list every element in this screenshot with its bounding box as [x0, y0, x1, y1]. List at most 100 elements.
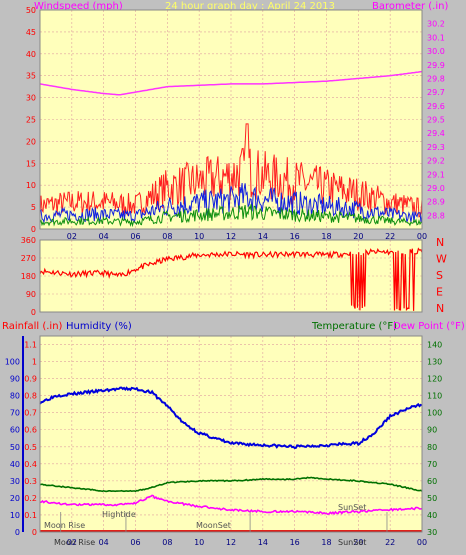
- barometer-ytick: 29.9: [427, 61, 445, 70]
- dewpoint-label: Dew Point (°F): [393, 321, 465, 332]
- temperature-ytick: 80: [427, 443, 437, 452]
- humidity-xtick: 04: [99, 538, 109, 547]
- temperature-ytick: 60: [427, 477, 437, 486]
- wind-ytick-left: 25: [26, 116, 36, 125]
- humidity-series: [39, 386, 423, 450]
- rain-ytick: 0.7: [24, 409, 37, 418]
- rain-ytick: 0: [32, 528, 37, 537]
- direction-ytick: 360: [21, 236, 36, 245]
- humidity-ytick: 0: [15, 528, 20, 537]
- hightide-annotation: Hightide: [102, 510, 136, 519]
- wind-xtick: 06: [130, 232, 140, 241]
- compass-letter: W: [436, 253, 447, 266]
- humidity-ytick: 20: [10, 494, 20, 503]
- rainfall-label: Rainfall (.in): [2, 321, 63, 332]
- wind-panel-axes: 0 5 10 15 20 25 30 35 40 45 50 28.8 28.9 29.0 29.1 29.2…: [26, 6, 445, 241]
- humidity-ytick: 80: [10, 392, 20, 401]
- temperature-ytick: 70: [427, 460, 437, 469]
- wind-ytick-left: 50: [26, 6, 36, 15]
- dewpoint-series: [39, 494, 423, 516]
- barometer-ytick: 29.6: [427, 102, 445, 111]
- humidity-xtick: 02: [67, 538, 77, 547]
- rain-ytick: 0.5: [24, 443, 37, 452]
- direction-series: [39, 247, 423, 312]
- rain-ytick: 0.3: [24, 477, 37, 486]
- barometer-ytick: 28.8: [427, 211, 445, 220]
- barometer-ytick: 29.8: [427, 74, 445, 83]
- barometer-ytick: 30.1: [427, 33, 445, 42]
- compass-letter: S: [436, 269, 443, 282]
- humidity-ytick: 100: [5, 358, 20, 367]
- humidity-xtick: 20: [353, 538, 363, 547]
- humidity-xtick: 12: [226, 538, 236, 547]
- humidity-ytick: 30: [10, 477, 20, 486]
- moonrise-bottom-annotation: Moon Rise: [54, 538, 95, 547]
- temperature-ytick: 50: [427, 494, 437, 503]
- wind-panel-frame: [39, 9, 423, 230]
- wind-xtick: 10: [194, 232, 204, 241]
- temperature-ytick: 30: [427, 528, 437, 537]
- rain-ytick: 0.8: [24, 392, 37, 401]
- wind-xtick: 18: [321, 232, 331, 241]
- humidity-xtick: 08: [162, 538, 172, 547]
- wind-ytick-left: 5: [31, 203, 36, 212]
- wind-xtick: 20: [353, 232, 363, 241]
- compass-letter: N: [436, 302, 444, 315]
- humidity-panel-series: [39, 386, 423, 533]
- wind-xtick: 00: [417, 232, 427, 241]
- direction-ytick: 180: [21, 272, 36, 281]
- temperature-ytick: 100: [427, 409, 442, 418]
- humidity-xtick: 10: [194, 538, 204, 547]
- wind-ytick-left: 40: [26, 50, 36, 59]
- barometer-ytick: 30.2: [427, 20, 445, 29]
- moonrise-top-annotation: Moon Rise: [44, 521, 85, 530]
- wind-ytick-left: 0: [31, 225, 36, 234]
- temperature-label: Temperature (°F): [311, 321, 397, 332]
- wind-xtick: 08: [162, 232, 172, 241]
- wind-min-series: [39, 204, 423, 228]
- wind-xtick: 22: [385, 232, 395, 241]
- rain-ytick: 1.1: [24, 341, 37, 350]
- temperature-ytick: 40: [427, 511, 437, 520]
- wind-speed-series: [39, 182, 423, 224]
- windspeed-label: Windspeed (mph): [34, 1, 123, 12]
- rain-ytick: 0.6: [24, 426, 37, 435]
- moonset-annotation: MoonSet: [196, 521, 231, 530]
- humidity-ytick: 60: [10, 426, 20, 435]
- direction-panel-frame: [39, 239, 423, 313]
- wind-panel-grid: [40, 9, 423, 230]
- temperature-ytick: 90: [427, 426, 437, 435]
- temperature-ytick: 130: [427, 358, 442, 367]
- humidity-ytick: 70: [10, 409, 20, 418]
- humidity-label: Humidity (%): [66, 321, 132, 332]
- temperature-series: [39, 476, 423, 493]
- rain-ytick: 0.2: [24, 494, 37, 503]
- barometer-label: Barometer (.in): [372, 1, 448, 12]
- sunset-annotation: SunSet: [338, 503, 366, 512]
- wind-ytick-left: 30: [26, 94, 36, 103]
- wind-ytick-left: 35: [26, 72, 36, 81]
- barometer-ytick: 29.5: [427, 116, 445, 125]
- humidity-panel-axes: 0 0.1 0.2 0.3 0.4 0.5 0.6 0.7 0.8 0.9 1 1.1 0 10 20 30 4…: [5, 336, 442, 547]
- rain-ytick: 0.1: [24, 511, 37, 520]
- direction-ytick: 90: [26, 290, 36, 299]
- direction-ytick: 0: [31, 308, 36, 317]
- wind-ytick-left: 45: [26, 28, 36, 37]
- barometer-ytick: 30.0: [427, 47, 445, 56]
- barometer-ytick: 29.1: [427, 170, 445, 179]
- barometer-ytick: 29.7: [427, 88, 445, 97]
- humidity-ytick: 40: [10, 460, 20, 469]
- temperature-ytick: 140: [427, 341, 442, 350]
- humidity-xtick: 06: [130, 538, 140, 547]
- barometer-series: [39, 70, 423, 96]
- compass-letter: N: [436, 236, 444, 249]
- compass-letter: E: [436, 286, 443, 299]
- wind-ytick-left: 10: [26, 181, 36, 190]
- humidity-ytick: 10: [10, 511, 20, 520]
- rain-ytick: 0.9: [24, 375, 37, 384]
- wind-xtick: 12: [226, 232, 236, 241]
- humidity-xtick: 22: [385, 538, 395, 547]
- direction-panel-series: [39, 247, 423, 312]
- humidity-xtick: 16: [290, 538, 300, 547]
